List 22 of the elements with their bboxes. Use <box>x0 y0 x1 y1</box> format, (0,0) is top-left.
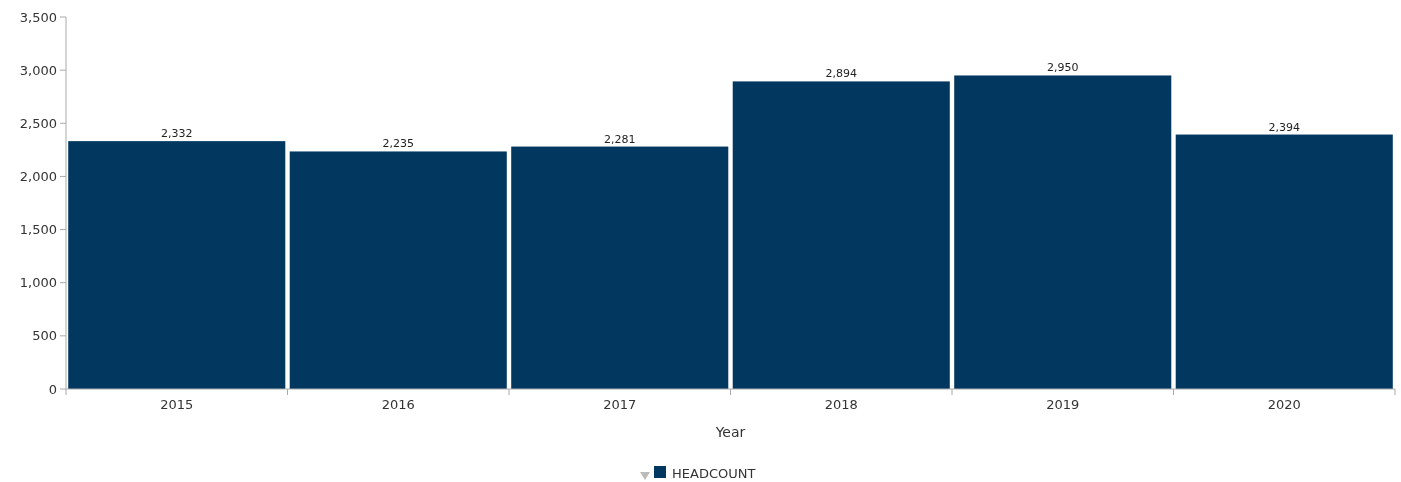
x-tick-label: 2015 <box>160 397 194 412</box>
data-label: 2,281 <box>604 132 636 146</box>
data-label: 2,894 <box>825 67 857 81</box>
data-label: 2,394 <box>1268 120 1300 134</box>
data-label: 2,332 <box>161 127 193 141</box>
x-tick-label: 2016 <box>381 397 415 412</box>
x-tick-label: 2019 <box>1046 397 1080 412</box>
data-label: 2,950 <box>1047 61 1079 75</box>
y-tick-label: 500 <box>32 328 57 344</box>
x-tick-label: 2020 <box>1267 397 1301 412</box>
data-label: 2,235 <box>382 137 414 151</box>
legend-label: HEADCOUNT <box>672 465 756 481</box>
y-tick-label: 2,000 <box>19 168 57 184</box>
x-tick-label: 2017 <box>603 397 637 412</box>
y-tick-label: 1,000 <box>19 275 57 291</box>
x-axis-title: Year <box>714 424 746 440</box>
y-tick-label: 0 <box>48 381 57 397</box>
y-tick-label: 3,000 <box>19 62 57 78</box>
y-tick-label: 3,500 <box>19 9 57 25</box>
y-tick-label: 1,500 <box>19 222 57 238</box>
x-tick-label: 2018 <box>824 397 858 412</box>
y-tick-label: 2,500 <box>19 115 57 131</box>
